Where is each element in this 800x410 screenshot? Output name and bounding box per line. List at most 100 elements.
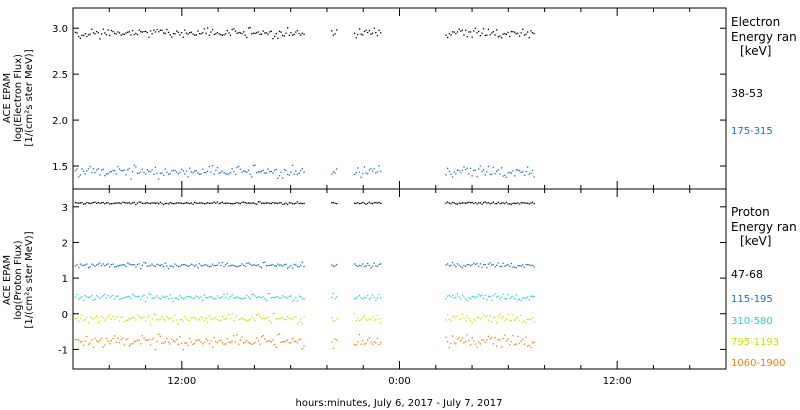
data-point-1060-1900 bbox=[357, 341, 359, 343]
data-point-310-580 bbox=[220, 297, 222, 299]
data-point-175-315 bbox=[456, 169, 459, 171]
data-point-1060-1900 bbox=[496, 345, 498, 347]
data-point-38-53 bbox=[492, 31, 494, 33]
data-point-115-195 bbox=[79, 263, 81, 265]
data-point-310-580 bbox=[154, 296, 157, 299]
data-point-115-195 bbox=[525, 263, 527, 266]
data-point-47-68 bbox=[110, 203, 112, 205]
data-point-795-1193 bbox=[334, 320, 336, 322]
data-point-795-1193 bbox=[120, 316, 122, 318]
data-point-175-315 bbox=[517, 169, 519, 171]
data-point-310-580 bbox=[474, 297, 477, 299]
data-point-47-68 bbox=[368, 201, 370, 203]
data-point-795-1193 bbox=[251, 315, 253, 317]
data-point-175-315 bbox=[141, 168, 143, 170]
data-point-310-580 bbox=[533, 296, 535, 298]
data-point-795-1193 bbox=[78, 320, 80, 322]
data-point-1060-1900 bbox=[509, 344, 511, 346]
data-point-115-195 bbox=[287, 267, 289, 269]
data-point-115-195 bbox=[510, 262, 512, 265]
data-point-1060-1900 bbox=[125, 339, 127, 341]
data-point-310-580 bbox=[256, 296, 258, 299]
data-point-47-68 bbox=[163, 203, 165, 206]
data-point-175-315 bbox=[334, 172, 336, 174]
data-point-115-195 bbox=[512, 266, 514, 268]
data-point-38-53 bbox=[456, 31, 459, 33]
data-point-1060-1900 bbox=[274, 343, 276, 346]
data-point-47-68 bbox=[300, 202, 302, 204]
data-point-1060-1900 bbox=[159, 335, 161, 337]
data-point-795-1193 bbox=[81, 314, 83, 316]
data-point-1060-1900 bbox=[465, 340, 467, 343]
data-point-115-195 bbox=[203, 264, 206, 266]
data-point-38-53 bbox=[128, 31, 130, 33]
data-point-310-580 bbox=[497, 295, 499, 297]
electron-plot-frame bbox=[72, 7, 727, 190]
data-point-1060-1900 bbox=[262, 335, 264, 337]
data-point-310-580 bbox=[331, 296, 333, 299]
data-point-47-68 bbox=[166, 202, 168, 205]
data-point-1060-1900 bbox=[375, 342, 377, 344]
data-point-310-580 bbox=[192, 297, 194, 300]
data-point-47-68 bbox=[277, 202, 279, 205]
data-point-38-53 bbox=[285, 32, 287, 34]
data-point-47-68 bbox=[378, 201, 380, 204]
data-point-795-1193 bbox=[233, 319, 235, 322]
data-point-47-68 bbox=[218, 203, 220, 205]
data-point-310-580 bbox=[504, 298, 506, 300]
data-point-175-315 bbox=[110, 170, 112, 173]
electron-legend-175-315: 175-315 bbox=[731, 126, 773, 137]
data-point-115-195 bbox=[228, 265, 230, 267]
data-point-175-315 bbox=[114, 170, 116, 172]
data-point-115-195 bbox=[78, 267, 80, 269]
data-point-795-1193 bbox=[148, 315, 150, 317]
data-point-175-315 bbox=[300, 169, 302, 172]
data-point-795-1193 bbox=[517, 316, 519, 318]
proton-legend-title-3: [keV] bbox=[740, 234, 771, 248]
data-point-175-315 bbox=[163, 174, 165, 176]
data-point-310-580 bbox=[228, 298, 230, 300]
data-point-310-580 bbox=[132, 293, 134, 295]
data-point-47-68 bbox=[298, 203, 300, 205]
data-point-38-53 bbox=[264, 32, 266, 34]
data-point-38-53 bbox=[303, 33, 305, 35]
data-point-38-53 bbox=[515, 33, 517, 35]
data-point-310-580 bbox=[473, 296, 475, 298]
data-point-115-195 bbox=[478, 265, 480, 267]
data-point-795-1193 bbox=[256, 314, 258, 316]
data-point-795-1193 bbox=[151, 317, 153, 320]
data-point-795-1193 bbox=[91, 317, 93, 319]
data-point-1060-1900 bbox=[363, 343, 366, 345]
data-point-795-1193 bbox=[481, 316, 483, 319]
data-point-795-1193 bbox=[510, 319, 512, 321]
data-point-47-68 bbox=[494, 203, 496, 205]
data-point-115-195 bbox=[114, 266, 116, 268]
data-point-795-1193 bbox=[336, 318, 338, 320]
data-point-795-1193 bbox=[247, 319, 250, 321]
data-point-1060-1900 bbox=[282, 341, 284, 343]
data-point-1060-1900 bbox=[499, 339, 501, 341]
data-point-310-580 bbox=[246, 294, 248, 297]
data-point-115-195 bbox=[238, 265, 240, 267]
data-point-310-580 bbox=[145, 300, 147, 303]
data-point-175-315 bbox=[184, 173, 186, 175]
x-tick-label: 0:00 bbox=[388, 376, 410, 387]
data-point-310-580 bbox=[167, 298, 170, 300]
data-point-38-53 bbox=[118, 32, 121, 34]
data-point-795-1193 bbox=[105, 317, 108, 319]
data-point-175-315 bbox=[132, 171, 134, 173]
data-point-175-315 bbox=[177, 173, 179, 175]
data-point-115-195 bbox=[515, 267, 517, 269]
data-point-38-53 bbox=[370, 33, 372, 35]
data-point-310-580 bbox=[78, 298, 80, 300]
data-point-115-195 bbox=[520, 265, 522, 267]
data-point-310-580 bbox=[234, 297, 237, 299]
data-point-310-580 bbox=[117, 295, 119, 297]
data-point-175-315 bbox=[229, 171, 232, 174]
data-point-115-195 bbox=[145, 262, 147, 264]
data-point-175-315 bbox=[167, 173, 170, 175]
data-point-38-53 bbox=[252, 32, 255, 34]
data-point-47-68 bbox=[487, 202, 490, 204]
data-point-310-580 bbox=[277, 295, 279, 298]
data-point-175-315 bbox=[296, 173, 299, 175]
